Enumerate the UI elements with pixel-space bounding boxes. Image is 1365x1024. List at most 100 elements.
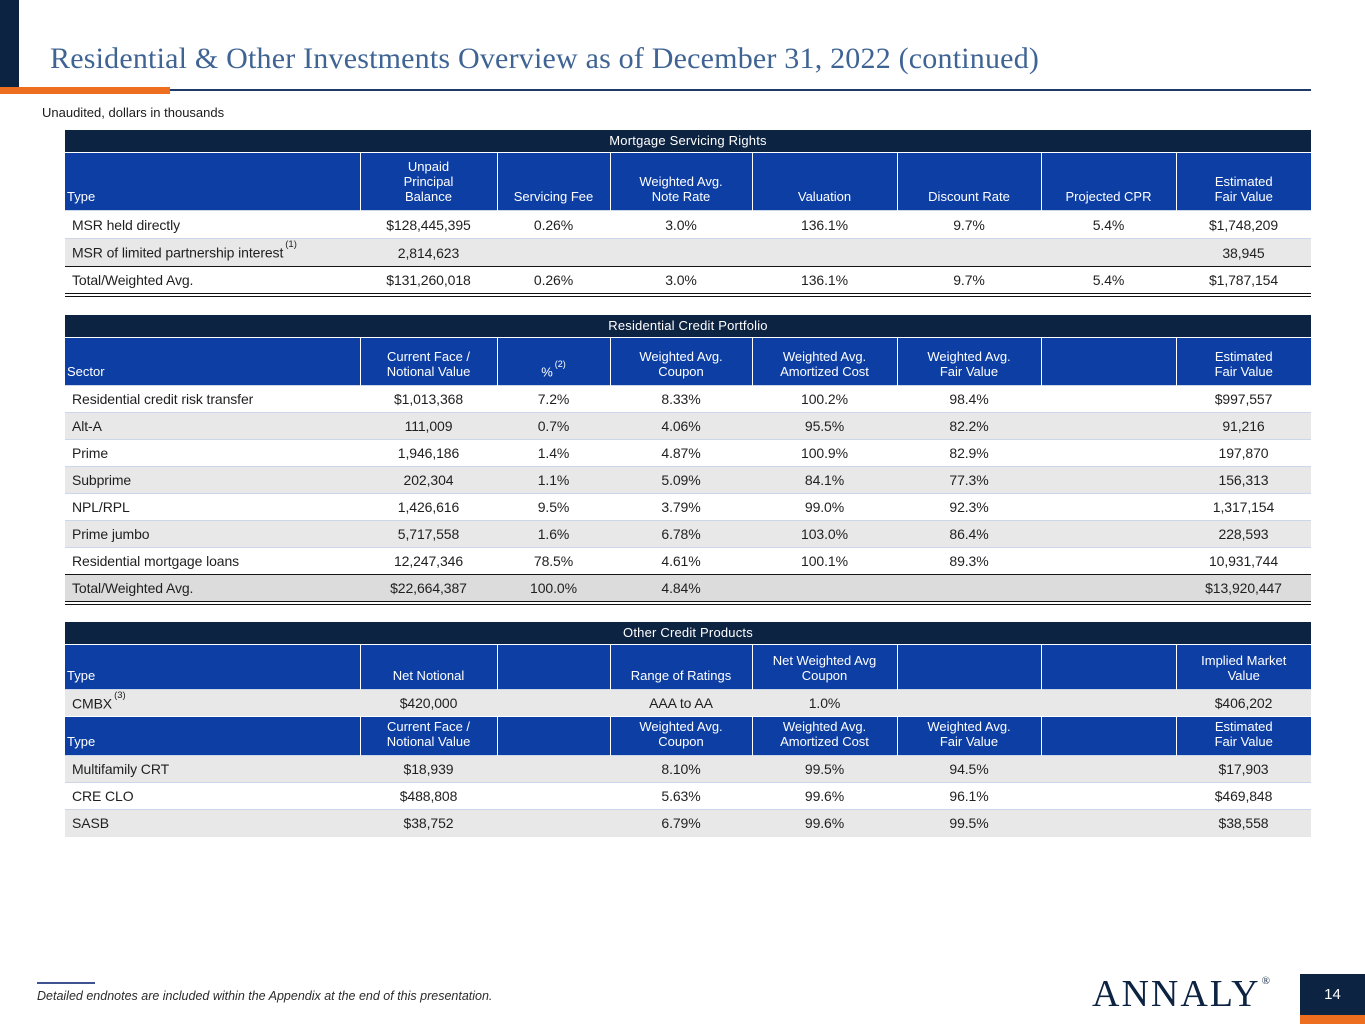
column-header bbox=[497, 644, 611, 690]
annaly-logo-text: ANNALY bbox=[1092, 973, 1261, 1015]
cell bbox=[497, 755, 610, 783]
column-header: Sector bbox=[65, 337, 361, 386]
corner-accent-block bbox=[0, 0, 19, 88]
column-header: Servicing Fee bbox=[497, 152, 611, 211]
cell: MSR of limited partnership interest(1) bbox=[65, 238, 360, 267]
cell bbox=[1041, 574, 1176, 605]
cell: $488,808 bbox=[360, 782, 497, 810]
column-header: Net Notional bbox=[360, 644, 498, 690]
cell: 197,870 bbox=[1176, 439, 1311, 467]
table-row: MSR held directly $128,445,395 0.26% 3.0% 13… bbox=[65, 210, 1311, 239]
cell: Residential mortgage loans bbox=[65, 547, 360, 575]
table-row: NPL/RPL 1,426,616 9.5% 3.79% 99.0% 92.3% 1,317… bbox=[65, 493, 1311, 521]
cell: 0.26% bbox=[497, 266, 610, 297]
footnote-divider bbox=[37, 982, 95, 984]
column-header: Estimated Fair Value bbox=[1176, 716, 1311, 756]
cell: 1,426,616 bbox=[360, 493, 497, 521]
cell: $17,903 bbox=[1176, 755, 1311, 783]
cell: 3.79% bbox=[610, 493, 752, 521]
page-number-orange-accent bbox=[1300, 1015, 1365, 1024]
cell bbox=[1041, 755, 1176, 783]
other-credit-table-grid: Type Net Notional Range of Ratings Net Weig… bbox=[65, 644, 1311, 837]
cell: 6.78% bbox=[610, 520, 752, 548]
cell: 1.0% bbox=[752, 689, 897, 717]
cell: 8.33% bbox=[610, 385, 752, 413]
cell: 8.10% bbox=[610, 755, 752, 783]
other-credit-table-title: Other Credit Products bbox=[65, 622, 1311, 644]
column-header bbox=[897, 644, 1042, 690]
cell: 1.1% bbox=[497, 466, 610, 494]
cell: 95.5% bbox=[752, 412, 897, 440]
cell: 9.5% bbox=[497, 493, 610, 521]
cell: $128,445,395 bbox=[360, 210, 497, 239]
cell: 202,304 bbox=[360, 466, 497, 494]
cell: $13,920,447 bbox=[1176, 574, 1311, 605]
cell: 100.9% bbox=[752, 439, 897, 467]
cell: 5,717,558 bbox=[360, 520, 497, 548]
page-title: Residential & Other Investments Overview… bbox=[50, 42, 1040, 75]
cell: 111,009 bbox=[360, 412, 497, 440]
cell: 136.1% bbox=[752, 266, 897, 297]
column-header: Estimated Fair Value bbox=[1176, 152, 1311, 211]
residential-credit-table: Residential Credit Portfolio Sector Curren… bbox=[65, 315, 1311, 605]
cell bbox=[1041, 493, 1176, 521]
title-rule-navy-line bbox=[0, 89, 1311, 91]
cell: 1,317,154 bbox=[1176, 493, 1311, 521]
cell: 0.26% bbox=[497, 210, 610, 239]
cell: 77.3% bbox=[897, 466, 1041, 494]
cell: 5.63% bbox=[610, 782, 752, 810]
cell bbox=[1041, 238, 1176, 267]
column-header: Range of Ratings bbox=[610, 644, 753, 690]
cell: Subprime bbox=[65, 466, 360, 494]
cell: Residential credit risk transfer bbox=[65, 385, 360, 413]
page-number: 14 bbox=[1324, 986, 1341, 1003]
cell: 3.0% bbox=[610, 266, 752, 297]
cell: 86.4% bbox=[897, 520, 1041, 548]
table-row: Multifamily CRT $18,939 8.10% 99.5% 94.5% $17… bbox=[65, 755, 1311, 783]
column-header: Weighted Avg. Fair Value bbox=[897, 716, 1042, 756]
cell: 7.2% bbox=[497, 385, 610, 413]
cell bbox=[1041, 547, 1176, 575]
cell: $1,787,154 bbox=[1176, 266, 1311, 297]
cell: 99.6% bbox=[752, 782, 897, 810]
cell: 82.9% bbox=[897, 439, 1041, 467]
column-header: Type bbox=[65, 152, 361, 211]
column-header: Weighted Avg. Coupon bbox=[610, 337, 753, 386]
annaly-logo: ANNALY® bbox=[1092, 972, 1270, 1016]
column-header: Weighted Avg. Coupon bbox=[610, 716, 753, 756]
column-header: Estimated Fair Value bbox=[1176, 337, 1311, 386]
cell: 9.7% bbox=[897, 210, 1041, 239]
cell: Alt-A bbox=[65, 412, 360, 440]
cell: 99.0% bbox=[752, 493, 897, 521]
cell: 4.84% bbox=[610, 574, 752, 605]
cell: CRE CLO bbox=[65, 782, 360, 810]
table-row: Residential mortgage loans 12,247,346 78.5… bbox=[65, 547, 1311, 575]
cell: 2,814,623 bbox=[360, 238, 497, 267]
cell: 10,931,744 bbox=[1176, 547, 1311, 575]
column-header: Current Face / Notional Value bbox=[360, 337, 498, 386]
cell: $1,013,368 bbox=[360, 385, 497, 413]
cell: 98.4% bbox=[897, 385, 1041, 413]
cell bbox=[1041, 809, 1176, 837]
table-row: Total/Weighted Avg. $131,260,018 0.26% 3.0%… bbox=[65, 266, 1311, 297]
cell: $469,848 bbox=[1176, 782, 1311, 810]
cell: $38,752 bbox=[360, 809, 497, 837]
cell: 5.4% bbox=[1041, 266, 1176, 297]
cell: 12,247,346 bbox=[360, 547, 497, 575]
cell: 4.61% bbox=[610, 547, 752, 575]
column-header: Weighted Avg. Amortized Cost bbox=[752, 337, 898, 386]
cell: NPL/RPL bbox=[65, 493, 360, 521]
column-header: %(2) bbox=[497, 337, 611, 386]
cell: $997,557 bbox=[1176, 385, 1311, 413]
cell: 9.7% bbox=[897, 266, 1041, 297]
cell bbox=[610, 238, 752, 267]
header-row: Type Net Notional Range of Ratings Net Weig… bbox=[65, 644, 1311, 690]
cell: 84.1% bbox=[752, 466, 897, 494]
cell: 103.0% bbox=[752, 520, 897, 548]
page-number-box: 14 bbox=[1300, 974, 1365, 1015]
cell: $131,260,018 bbox=[360, 266, 497, 297]
column-header: Valuation bbox=[752, 152, 898, 211]
cell bbox=[1041, 385, 1176, 413]
msr-table-grid: Type Unpaid Principal Balance Servicing Fe… bbox=[65, 152, 1311, 297]
cell bbox=[497, 782, 610, 810]
